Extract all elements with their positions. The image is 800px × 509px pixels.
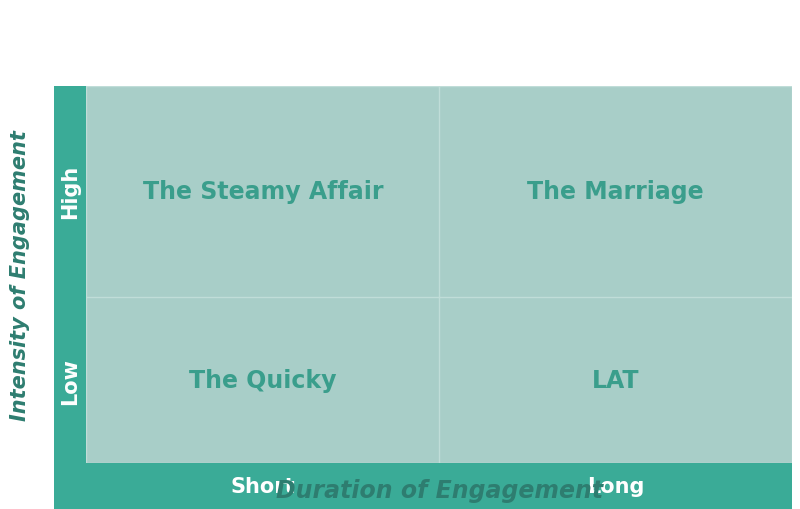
Text: Long: Long — [587, 476, 644, 496]
Text: The Quicky: The Quicky — [189, 369, 337, 392]
Text: LAT: LAT — [592, 369, 639, 392]
Text: Low: Low — [61, 357, 80, 404]
Text: The Marriage: The Marriage — [527, 180, 704, 204]
Text: Duration of Engagement: Duration of Engagement — [276, 477, 602, 502]
Text: Short: Short — [230, 476, 295, 496]
Text: The Steamy Affair: The Steamy Affair — [142, 180, 383, 204]
Text: Intensity of Engagement: Intensity of Engagement — [10, 130, 30, 420]
Text: High: High — [61, 165, 80, 219]
